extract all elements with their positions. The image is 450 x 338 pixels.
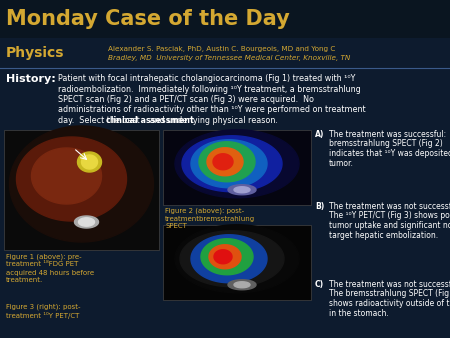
Text: A): A): [315, 130, 324, 139]
Polygon shape: [175, 130, 299, 198]
Text: Figure 1 (above): pre-
treatment ¹⁸FDG PET
acquired 48 hours before
treatment.: Figure 1 (above): pre- treatment ¹⁸FDG P…: [6, 253, 94, 284]
Bar: [163, 130, 311, 205]
Text: The bremsstrahlung SPECT (Fig 2): The bremsstrahlung SPECT (Fig 2): [329, 290, 450, 298]
Polygon shape: [228, 280, 256, 290]
Text: target hepatic embolization.: target hepatic embolization.: [329, 231, 438, 240]
Polygon shape: [234, 282, 250, 288]
Text: The ¹⁰Y PET/CT (Fig 3) shows poor: The ¹⁰Y PET/CT (Fig 3) shows poor: [329, 212, 450, 220]
Polygon shape: [213, 154, 233, 170]
Bar: [4, 130, 159, 250]
Text: clinical assessment: clinical assessment: [106, 116, 194, 125]
Text: Physics: Physics: [6, 46, 64, 60]
Text: indicates that ¹⁰Y was deposited in the: indicates that ¹⁰Y was deposited in the: [329, 149, 450, 158]
Polygon shape: [209, 245, 241, 269]
Polygon shape: [78, 218, 94, 226]
Text: administrations of radioactivity other than ¹⁰Y were performed on treatment: administrations of radioactivity other t…: [58, 105, 365, 115]
Text: in the stomach.: in the stomach.: [329, 309, 389, 317]
Polygon shape: [75, 216, 99, 228]
Text: radioembolization.  Immediately following ¹⁰Y treatment, a bremsstrahlung: radioembolization. Immediately following…: [58, 84, 361, 94]
Polygon shape: [214, 250, 232, 264]
Text: The treatment was not successful:: The treatment was not successful:: [329, 280, 450, 289]
Polygon shape: [207, 148, 243, 176]
Bar: [0, 38, 450, 68]
Text: The treatment was successful:  The: The treatment was successful: The: [329, 130, 450, 139]
Polygon shape: [191, 140, 267, 188]
Polygon shape: [191, 235, 267, 283]
Polygon shape: [81, 155, 98, 169]
Text: shows radioactivity outside of the liver: shows radioactivity outside of the liver: [329, 299, 450, 308]
Text: Monday Case of the Day: Monday Case of the Day: [6, 9, 290, 29]
Polygon shape: [182, 136, 282, 192]
Polygon shape: [234, 187, 250, 193]
Bar: [0, 0, 450, 38]
Text: Figure 2 (above): post-
treatmentbremsstrahlung
SPECT: Figure 2 (above): post- treatmentbremsst…: [165, 207, 255, 230]
Text: bremsstrahlung SPECT (Fig 2): bremsstrahlung SPECT (Fig 2): [329, 140, 443, 148]
Text: History:: History:: [6, 74, 56, 84]
Polygon shape: [77, 152, 102, 172]
Text: B): B): [315, 202, 324, 211]
Polygon shape: [17, 137, 126, 221]
Text: The treatment was not successful:: The treatment was not successful:: [329, 202, 450, 211]
Text: Alexander S. Pasciak, PhD, Austin C. Bourgeois, MD and Yong C: Alexander S. Pasciak, PhD, Austin C. Bou…: [108, 46, 335, 52]
Polygon shape: [228, 185, 256, 195]
Bar: [163, 225, 311, 300]
Text: C): C): [315, 280, 324, 289]
Polygon shape: [201, 239, 253, 275]
Text: tumor uptake and significant non-: tumor uptake and significant non-: [329, 221, 450, 230]
Polygon shape: [32, 148, 102, 204]
Text: tumor.: tumor.: [329, 159, 354, 168]
Text: Patient with focal intrahepatic cholangiocarcinoma (Fig 1) treated with ¹⁰Y: Patient with focal intrahepatic cholangi…: [58, 74, 356, 83]
Text: Bradley, MD  University of Tennessee Medical Center, Knoxville, TN: Bradley, MD University of Tennessee Medi…: [108, 55, 350, 61]
Polygon shape: [199, 142, 255, 182]
Polygon shape: [9, 126, 153, 242]
Text: and underlying physical reason.: and underlying physical reason.: [147, 116, 278, 125]
Text: Figure 3 (right): post-
treatment ¹⁰Y PET/CT: Figure 3 (right): post- treatment ¹⁰Y PE…: [6, 303, 81, 319]
Polygon shape: [175, 225, 299, 293]
Text: day.  Select the best: day. Select the best: [58, 116, 142, 125]
Text: SPECT scan (Fig 2) and a PET/CT scan (Fig 3) were acquired.  No: SPECT scan (Fig 2) and a PET/CT scan (Fi…: [58, 95, 314, 104]
Polygon shape: [180, 231, 284, 287]
